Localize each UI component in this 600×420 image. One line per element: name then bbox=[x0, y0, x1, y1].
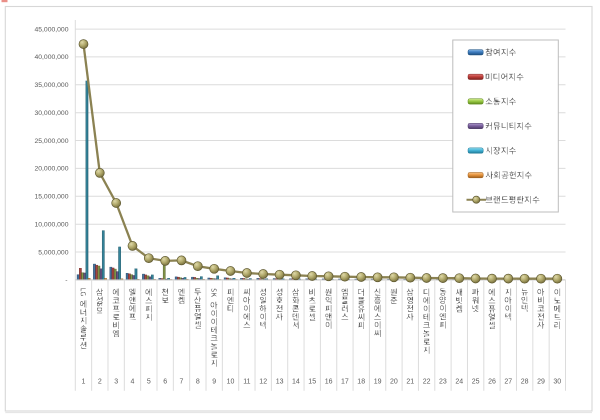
svg-text:5,000,000: 5,000,000 bbox=[38, 249, 68, 256]
svg-text:40,000,000: 40,000,000 bbox=[34, 54, 68, 61]
svg-text:1: 1 bbox=[82, 379, 86, 386]
svg-text:25: 25 bbox=[472, 379, 480, 386]
svg-text:29: 29 bbox=[537, 379, 545, 386]
svg-text:26: 26 bbox=[488, 379, 496, 386]
svg-text:45,000,000: 45,000,000 bbox=[34, 26, 68, 33]
svg-text:30,000,000: 30,000,000 bbox=[34, 110, 68, 117]
svg-text:30: 30 bbox=[553, 379, 561, 386]
svg-text:19: 19 bbox=[374, 379, 382, 386]
svg-text:13: 13 bbox=[276, 379, 284, 386]
svg-text:20,000,000: 20,000,000 bbox=[34, 166, 68, 173]
svg-text:28: 28 bbox=[521, 379, 529, 386]
svg-text:23: 23 bbox=[439, 379, 447, 386]
svg-text:11: 11 bbox=[243, 379, 250, 386]
svg-text:9: 9 bbox=[212, 379, 216, 386]
svg-text:22: 22 bbox=[423, 379, 431, 386]
svg-text:3: 3 bbox=[114, 379, 118, 386]
svg-text:14: 14 bbox=[292, 379, 300, 386]
svg-text:-: - bbox=[65, 277, 67, 284]
svg-text:4: 4 bbox=[131, 379, 135, 386]
svg-text:2: 2 bbox=[98, 379, 102, 386]
svg-text:35,000,000: 35,000,000 bbox=[34, 82, 68, 89]
svg-text:24: 24 bbox=[455, 379, 463, 386]
svg-text:17: 17 bbox=[341, 379, 349, 386]
svg-text:15: 15 bbox=[308, 379, 316, 386]
svg-text:21: 21 bbox=[406, 379, 414, 386]
svg-text:12: 12 bbox=[259, 379, 267, 386]
svg-text:10,000,000: 10,000,000 bbox=[34, 222, 68, 229]
svg-text:5: 5 bbox=[147, 379, 151, 386]
svg-text:6: 6 bbox=[163, 379, 167, 386]
svg-text:15,000,000: 15,000,000 bbox=[34, 194, 68, 201]
svg-text:20: 20 bbox=[390, 379, 398, 386]
svg-text:27: 27 bbox=[504, 379, 512, 386]
svg-text:10: 10 bbox=[227, 379, 235, 386]
svg-text:25,000,000: 25,000,000 bbox=[34, 138, 68, 145]
svg-text:7: 7 bbox=[180, 379, 184, 386]
svg-text:18: 18 bbox=[357, 379, 365, 386]
svg-text:16: 16 bbox=[325, 379, 333, 386]
svg-text:8: 8 bbox=[196, 379, 200, 386]
